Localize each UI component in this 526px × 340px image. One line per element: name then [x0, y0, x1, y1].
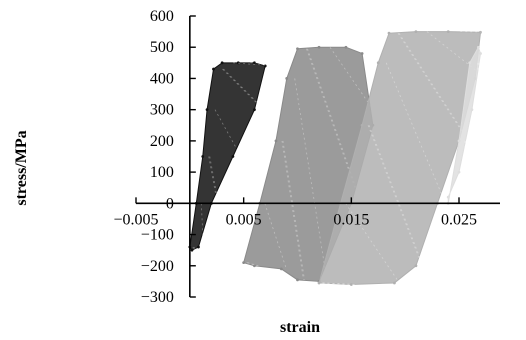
y-tick-label: 0	[166, 195, 174, 212]
cycle-trace	[264, 203, 287, 270]
y-tick-label: 300	[150, 102, 174, 119]
y-tick-label: 600	[150, 8, 174, 25]
data-point	[231, 155, 235, 158]
cycle-trace	[246, 262, 258, 267]
data-point	[236, 61, 240, 65]
y-tick-label: 400	[150, 70, 174, 87]
cycle-trace	[323, 282, 356, 285]
cycle-trace	[489, 47, 492, 54]
axis-ticks: −300 −200 −100 0 100 200 300 400 500 600 −0.005 0.0…	[113, 8, 477, 306]
data-point	[393, 281, 396, 285]
cycle-trace	[322, 282, 355, 285]
cycle-trace	[385, 62, 446, 204]
data-point	[201, 155, 205, 158]
y-tick-label: −100	[141, 227, 174, 244]
cycle-trace	[460, 31, 493, 33]
data-point	[263, 64, 267, 68]
cycle-trace	[214, 109, 242, 157]
cycle-trace	[329, 46, 385, 126]
data-point	[274, 139, 278, 143]
data-point	[476, 45, 480, 49]
data-point	[360, 52, 364, 55]
data-point	[457, 170, 461, 174]
x-tick-label: −0.005	[113, 211, 158, 228]
data-point	[387, 31, 391, 35]
cycle-trace	[282, 140, 305, 280]
data-point	[285, 77, 289, 80]
data-point	[414, 264, 418, 268]
y-axis-label: stress/MPa	[13, 130, 30, 205]
data-point	[344, 45, 348, 49]
x-tick-label: 0.005	[226, 211, 262, 228]
x-axis-label: strain	[280, 319, 320, 336]
data-point	[349, 283, 353, 286]
x-tick-label: 0.025	[441, 211, 477, 228]
cycle-trace	[294, 78, 328, 282]
plot-area	[188, 30, 493, 286]
cycle-trace	[247, 262, 259, 267]
data-point	[253, 264, 256, 268]
cycle-trace	[478, 62, 482, 110]
cycle-trace	[368, 125, 424, 266]
data-point	[414, 30, 418, 34]
y-tick-label: −300	[141, 289, 174, 306]
data-point	[457, 139, 461, 143]
cycle-trace	[192, 246, 196, 251]
data-point	[470, 108, 474, 112]
series-4	[446, 45, 493, 205]
cycle-trace	[479, 62, 483, 110]
cycle-trace	[281, 140, 304, 280]
data-point	[205, 108, 209, 112]
cycle-trace	[200, 203, 204, 248]
data-point	[317, 281, 321, 285]
cycle-trace	[193, 246, 197, 251]
cycle-trace	[398, 32, 470, 142]
data-point	[296, 278, 299, 282]
data-point	[190, 248, 194, 252]
data-point	[296, 47, 299, 51]
data-point	[446, 195, 450, 199]
cycle-trace	[233, 62, 277, 67]
y-tick-label: −200	[141, 258, 174, 275]
data-point	[220, 61, 224, 65]
data-point	[479, 52, 482, 55]
data-point	[468, 61, 472, 65]
data-point	[253, 61, 256, 65]
data-point	[253, 108, 256, 112]
data-point	[376, 61, 380, 65]
y-tick-label: 200	[150, 133, 174, 150]
data-point	[197, 245, 200, 249]
y-tick-label: 500	[150, 39, 174, 56]
data-point	[317, 45, 321, 49]
data-point	[212, 67, 215, 71]
cycle-trace	[367, 125, 423, 266]
data-point	[479, 30, 482, 34]
data-point	[242, 261, 246, 265]
cycle-trace	[397, 32, 469, 142]
data-point	[279, 267, 283, 271]
x-tick-label: 0.015	[333, 211, 369, 228]
data-point	[446, 30, 450, 34]
y-tick-label: 100	[150, 164, 174, 181]
cycle-trace	[490, 47, 493, 54]
data-point	[360, 123, 364, 127]
series-3	[317, 30, 493, 286]
cycle-trace	[345, 203, 400, 284]
